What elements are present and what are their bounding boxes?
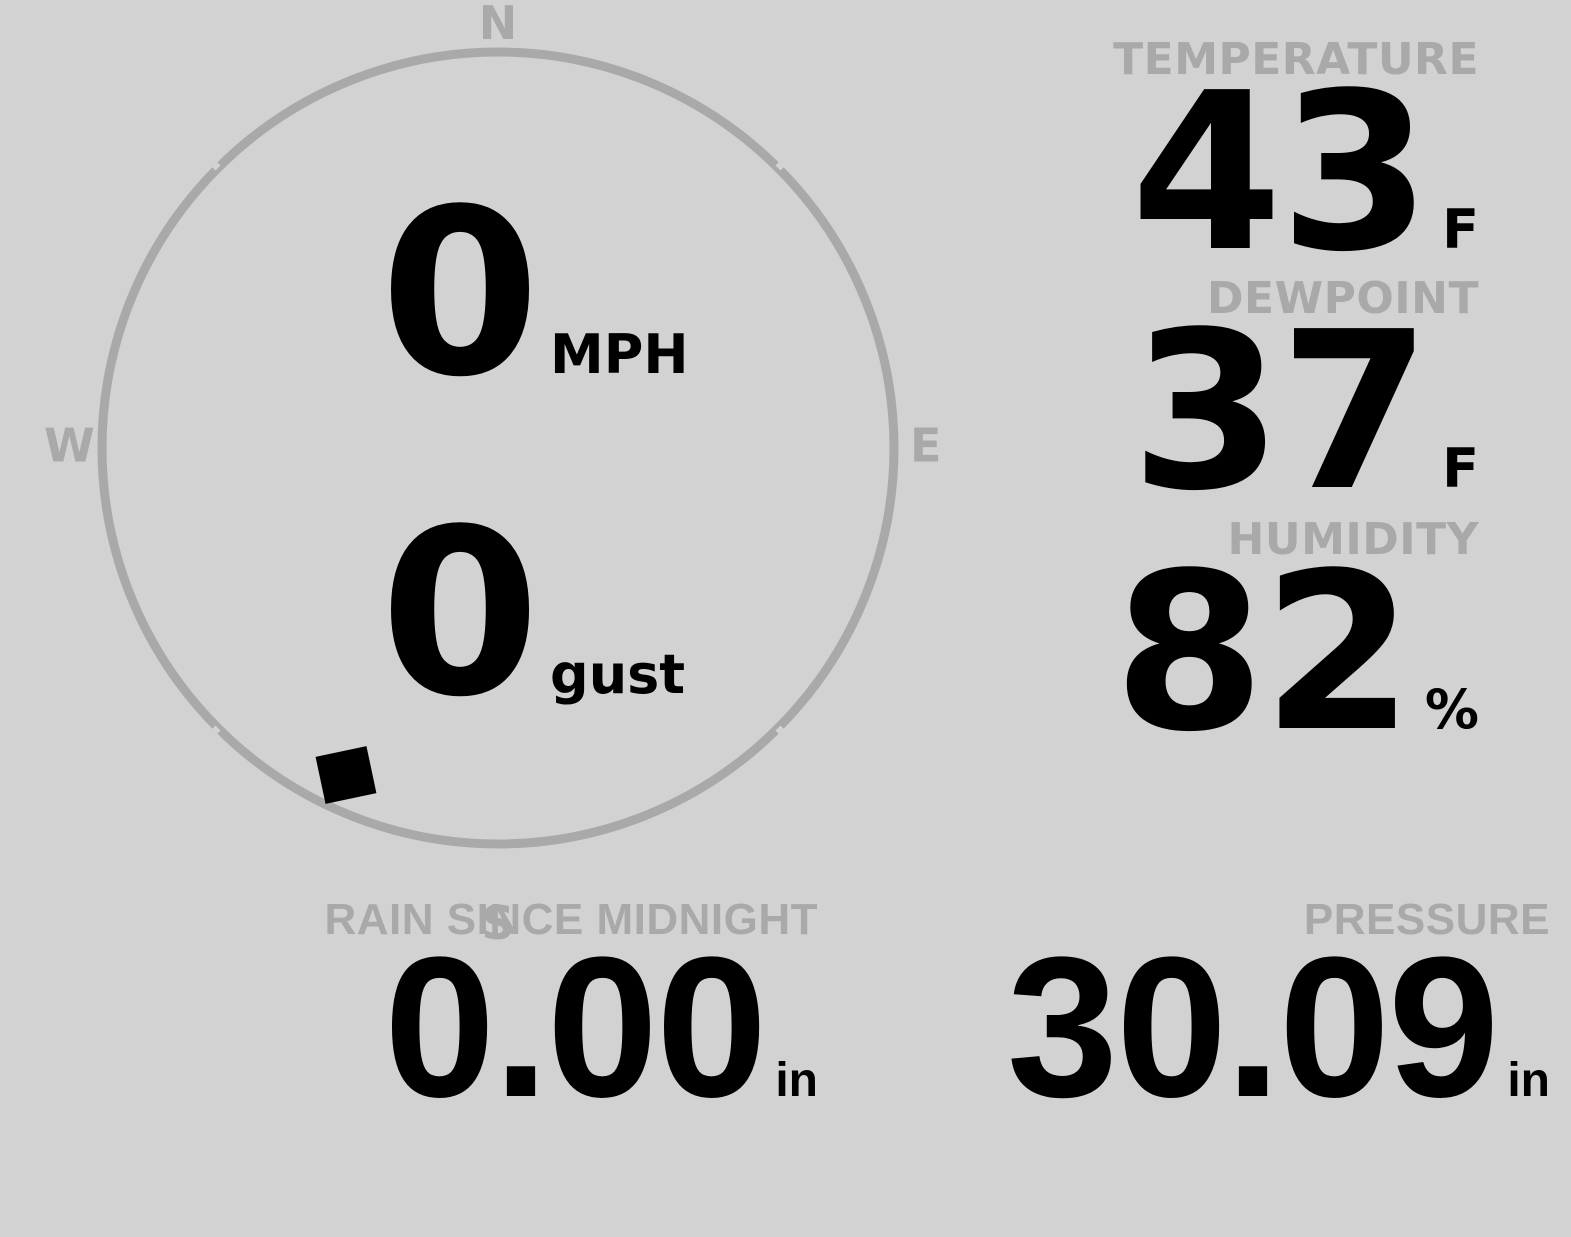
metric-dewpoint: DEWPOINT 37 F [1049,273,1479,540]
metric-unit-temperature: F [1442,198,1479,261]
metric-value-rain-since-midnight: 0.00 [384,916,767,1139]
wind-speed-unit: MPH [550,323,689,386]
compass-label-south: S [481,896,515,950]
metric-unit-pressure: in [1507,1054,1550,1107]
metrics-column: TEMPERATURE 43 F DEWPOINT 37 F HUMIDITY … [1049,34,1479,781]
wind-direction-marker-icon [315,746,377,804]
metric-value-row-rain: 0.00 in [252,916,818,1139]
wind-compass-gauge: N E S W 0 MPH 0 gust [44,0,941,946]
compass-ticks [201,151,795,745]
metric-label-rain-since-midnight: RAIN SINCE MIDNIGHT [324,895,818,944]
metric-unit-humidity: % [1424,678,1479,742]
metric-value-row-temperature: 43 F [1049,47,1479,300]
metric-label-dewpoint: DEWPOINT [1207,273,1479,325]
wind-speed-value: 0 [380,161,540,428]
metric-label-pressure: PRESSURE [1303,895,1550,944]
metric-label-temperature: TEMPERATURE [1113,34,1479,85]
wind-gust-readout: 0 gust [380,481,686,748]
compass-label-north: N [478,0,518,50]
metric-unit-rain-since-midnight: in [775,1054,818,1107]
metric-pressure: PRESSURE 30.09 in [850,895,1550,1139]
metric-value-humidity: 82 [1113,527,1414,781]
metric-value-row-humidity: 82 % [1049,527,1479,781]
wind-speed-readout: 0 MPH [380,161,689,428]
metric-humidity: HUMIDITY 82 % [1049,514,1479,781]
compass-label-west: W [44,418,95,473]
wind-gust-unit: gust [550,643,686,706]
metric-value-pressure: 30.09 [1006,916,1499,1139]
metric-value-row-dewpoint: 37 F [1049,286,1479,540]
metric-unit-dewpoint: F [1442,437,1479,501]
metric-rain-since-midnight: RAIN SINCE MIDNIGHT 0.00 in [252,895,819,1139]
compass-rose-icon [97,47,899,849]
wind-gust-value: 0 [380,481,540,748]
metric-temperature: TEMPERATURE 43 F [1049,34,1479,300]
metric-label-humidity: HUMIDITY [1227,514,1479,566]
metric-value-temperature: 43 [1130,47,1431,300]
metric-value-row-pressure: 30.09 in [850,916,1550,1139]
bottom-metrics-row: RAIN SINCE MIDNIGHT 0.00 in PRESSURE 30.… [0,898,1571,1128]
metric-value-dewpoint: 37 [1130,286,1431,540]
compass-label-east: E [910,418,942,473]
compass-ring [97,47,899,849]
